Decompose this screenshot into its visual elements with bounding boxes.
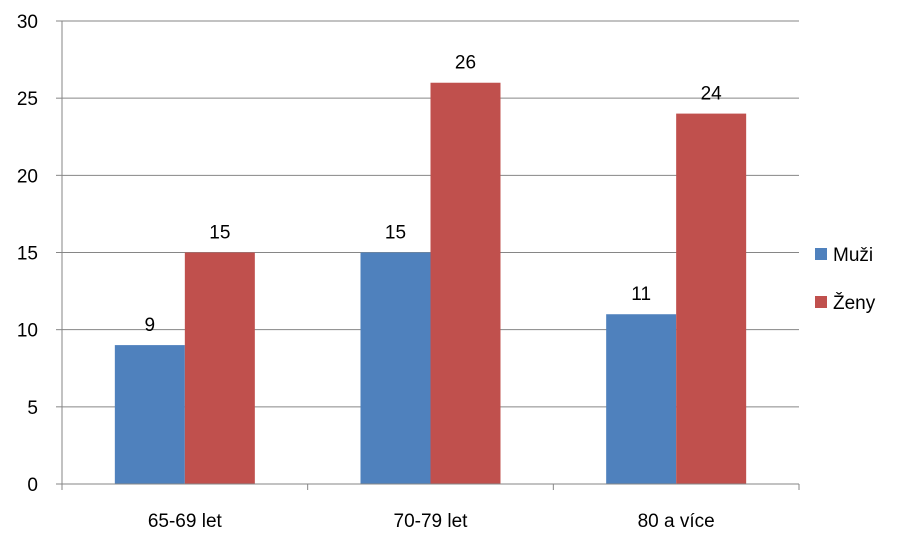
data-label: 26 <box>455 53 476 74</box>
legend-swatch <box>815 296 827 308</box>
bar--eny <box>676 113 747 484</box>
legend: Muži Ženy <box>815 245 876 314</box>
legend-label: Ženy <box>833 292 876 314</box>
y-tick-label: 30 <box>17 12 38 33</box>
axes: 0 5 10 15 20 25 30 65-69 let 70-79 let 80 a více <box>17 12 800 532</box>
bar--eny <box>430 82 501 484</box>
bar-mu-i <box>114 345 185 484</box>
data-label: 9 <box>145 315 156 336</box>
y-tick-label: 10 <box>17 321 38 342</box>
y-tick-label: 5 <box>27 398 38 419</box>
legend-label: Muži <box>833 245 873 266</box>
data-label: 11 <box>631 284 651 305</box>
x-tick-label: 65-69 let <box>148 511 223 532</box>
bars <box>114 82 747 484</box>
x-tick-label: 80 a více <box>638 511 715 532</box>
y-tick-label: 0 <box>27 475 38 496</box>
bar--eny <box>184 252 255 484</box>
data-label: 15 <box>209 223 230 244</box>
y-tick-label: 25 <box>17 89 38 110</box>
bar-mu-i <box>606 314 677 484</box>
data-label: 15 <box>385 223 406 244</box>
x-tick-label: 70-79 let <box>394 511 469 532</box>
legend-swatch <box>815 248 827 260</box>
y-tick-label: 15 <box>17 244 38 265</box>
data-label: 24 <box>701 84 723 105</box>
y-tick-label: 20 <box>17 166 38 187</box>
bar-mu-i <box>360 252 431 484</box>
data-labels: 9 15 15 26 11 24 <box>145 53 723 336</box>
